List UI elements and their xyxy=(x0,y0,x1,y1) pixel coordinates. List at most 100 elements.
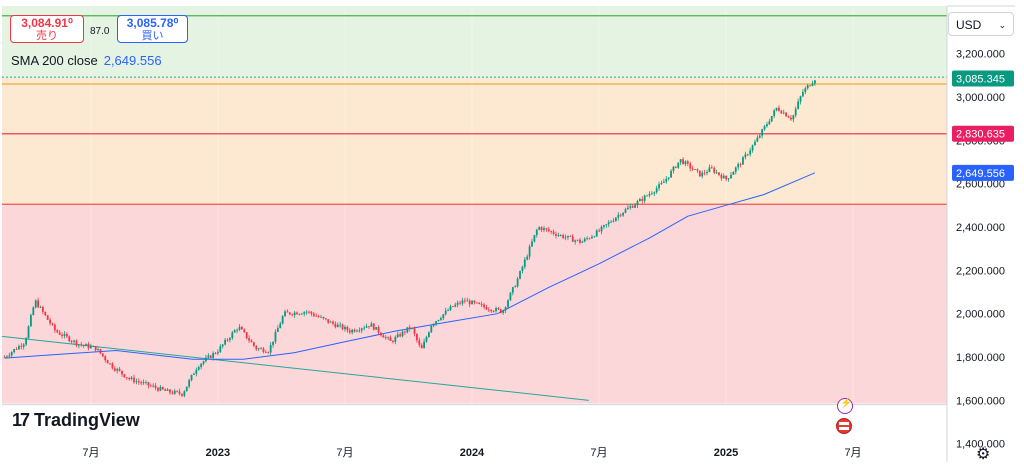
price-tag-0 xyxy=(952,70,1014,87)
candle-body xyxy=(384,337,387,339)
candle-body xyxy=(425,336,428,342)
candle-body xyxy=(507,300,509,308)
buy-button[interactable]: 3,085.78⁰ 買い xyxy=(117,15,188,43)
lightning-icon[interactable] xyxy=(837,398,853,414)
candle-body xyxy=(463,300,466,302)
candle-body xyxy=(353,329,356,332)
candle-body xyxy=(312,313,315,316)
candle-body xyxy=(332,321,334,324)
sell-button[interactable]: 3,084.91⁰ 売り xyxy=(10,15,84,43)
candle-body xyxy=(296,312,298,315)
candle-body xyxy=(591,236,593,239)
candle-body xyxy=(284,311,286,317)
sma-legend[interactable]: SMA 200 close 2,649.556 xyxy=(11,53,162,68)
candle-body xyxy=(382,335,385,338)
candle-body xyxy=(593,236,596,238)
candle-body xyxy=(672,166,675,171)
candle-body xyxy=(356,330,358,332)
candle-body xyxy=(547,229,550,232)
candle-body xyxy=(245,332,248,339)
candle-body xyxy=(761,129,764,136)
price-tag-label-2: 2,649.556 xyxy=(956,168,1005,180)
candle-body xyxy=(346,326,349,331)
candle-body xyxy=(456,302,459,305)
candle-body xyxy=(320,316,322,318)
x-tick-label: 2024 xyxy=(460,447,485,459)
y-tick-label: 2,000.000 xyxy=(956,309,1005,321)
candle-body xyxy=(401,331,404,337)
candle-body xyxy=(99,349,102,354)
candle-body xyxy=(73,340,75,342)
tradingview-logo-icon: 17 xyxy=(12,410,30,430)
x-tick-label: 7月 xyxy=(844,447,861,459)
candle-body xyxy=(164,389,167,391)
candle-body xyxy=(543,228,545,231)
candle-body xyxy=(65,333,68,337)
candle-body xyxy=(790,117,792,120)
candle-body xyxy=(315,315,318,317)
candle-body xyxy=(766,124,768,127)
candle-body xyxy=(161,387,164,390)
candle-body xyxy=(550,231,553,232)
candle-body xyxy=(370,323,373,327)
candle-body xyxy=(197,367,200,370)
candle-body xyxy=(37,300,40,308)
candle-body xyxy=(305,311,308,313)
candle-body xyxy=(85,344,87,346)
candle-body xyxy=(281,316,284,324)
y-tick-label: 3,000.000 xyxy=(956,92,1005,104)
candle-body xyxy=(794,108,797,116)
x-tick-label: 2023 xyxy=(206,447,230,459)
y-tick-label: 2,400.000 xyxy=(956,222,1005,234)
candle-body xyxy=(684,161,687,165)
tradingview-logo[interactable]: 17 TradingView xyxy=(12,410,140,431)
candle-body xyxy=(509,292,512,301)
candle-body xyxy=(317,316,320,318)
candle-body xyxy=(432,324,435,326)
candle-body xyxy=(526,256,529,260)
candle-body xyxy=(145,382,147,383)
candle-body xyxy=(540,227,543,231)
candle-body xyxy=(797,101,800,109)
candle-body xyxy=(490,309,493,312)
candle-body xyxy=(439,318,442,320)
candle-body xyxy=(682,159,684,165)
candle-body xyxy=(612,220,615,222)
y-tick-label: 3,200.000 xyxy=(956,49,1005,61)
trend-line xyxy=(1,335,589,401)
candle-body xyxy=(583,238,586,242)
y-tick-label: 1,800.000 xyxy=(956,352,1005,364)
candle-body xyxy=(348,330,351,333)
candle-body xyxy=(562,235,565,238)
y-tick-label: 2,600.000 xyxy=(956,179,1005,191)
candle-body xyxy=(737,163,740,168)
candle-body xyxy=(68,336,71,342)
candle-body xyxy=(61,334,63,336)
candle-body xyxy=(178,391,181,394)
candle-body xyxy=(101,353,104,357)
candle-body xyxy=(778,107,780,111)
candle-body xyxy=(140,382,143,384)
candle-body xyxy=(46,315,49,320)
candle-body xyxy=(787,116,790,118)
candle-body xyxy=(588,238,591,240)
candle-body xyxy=(701,172,704,177)
candle-body xyxy=(272,341,274,346)
candle-body xyxy=(159,387,162,391)
candle-body xyxy=(209,355,212,358)
candle-body xyxy=(626,207,629,210)
candle-body xyxy=(226,339,229,341)
candle-body xyxy=(447,310,449,311)
candle-body xyxy=(322,316,325,319)
candle-body xyxy=(111,363,114,369)
currency-select[interactable]: USD ⌄ xyxy=(948,12,1014,36)
candle-body xyxy=(27,326,30,339)
candle-body xyxy=(557,235,560,236)
settings-icon[interactable]: ⚙ xyxy=(976,446,991,463)
candle-body xyxy=(89,346,92,349)
candle-body xyxy=(121,370,123,375)
us-flag-icon[interactable] xyxy=(836,418,852,434)
candle-body xyxy=(559,235,562,236)
candle-body xyxy=(763,126,766,130)
